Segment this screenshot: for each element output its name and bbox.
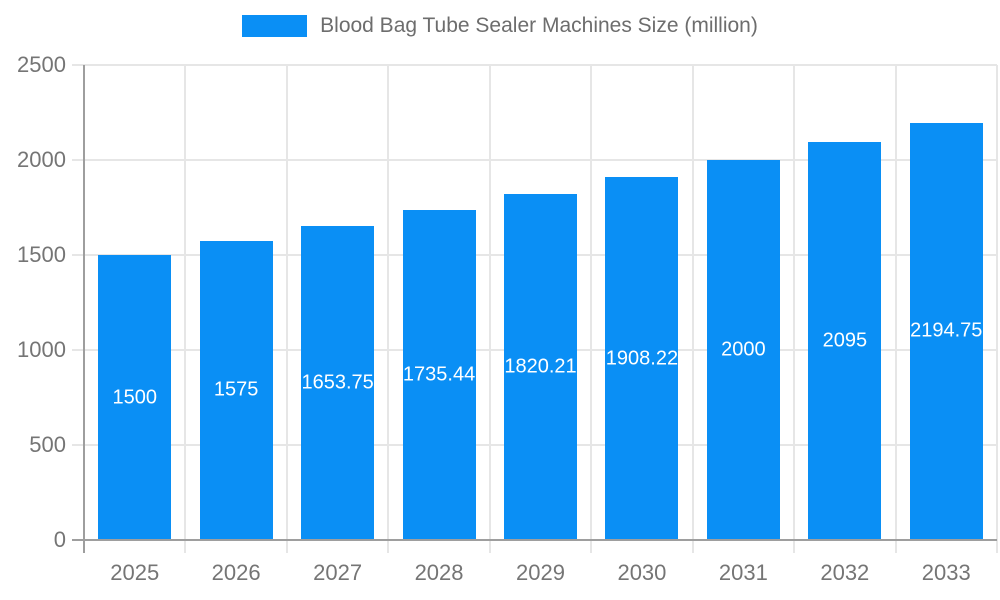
bar-2028[interactable] <box>402 210 476 539</box>
bar-2032[interactable] <box>808 141 882 539</box>
y-tick-label: 2500 <box>17 52 66 77</box>
x-tick-label: 2028 <box>414 560 464 585</box>
gridline-v <box>184 65 187 553</box>
x-tick-label: 2032 <box>820 560 870 585</box>
bar-2027[interactable] <box>301 225 375 539</box>
gridline-h <box>72 64 997 66</box>
gridline-v <box>996 65 998 553</box>
legend-swatch <box>242 15 308 37</box>
bar-value-label: 1908.22 <box>605 347 679 370</box>
bar-2033[interactable] <box>909 122 983 539</box>
x-tick-label: 2029 <box>516 560 565 585</box>
x-tick-label: 2026 <box>211 560 261 585</box>
bar-2025[interactable] <box>98 255 172 539</box>
gridline-v <box>691 65 694 553</box>
bar-2026[interactable] <box>199 240 273 539</box>
y-tick-label: 0 <box>53 527 66 552</box>
y-tick-label: 1500 <box>17 242 66 267</box>
bar-2031[interactable] <box>706 160 780 539</box>
x-tick-label: 2033 <box>921 560 971 585</box>
bar-value-label: 2095 <box>822 329 868 352</box>
legend-label: Blood Bag Tube Sealer Machines Size (mil… <box>320 14 758 37</box>
y-tick-label: 1000 <box>17 337 66 362</box>
bar-value-label: 2194.75 <box>910 319 983 342</box>
gridline-v <box>387 65 390 553</box>
gridline-v <box>285 65 288 553</box>
gridline-v <box>488 65 491 553</box>
bar-2030[interactable] <box>605 177 679 539</box>
bar-value-label: 1735.44 <box>402 363 476 386</box>
bar-value-label: 1575 <box>213 378 259 401</box>
bar-value-label: 1653.75 <box>301 371 374 394</box>
bar-value-label: 2000 <box>721 338 766 361</box>
gridline-v <box>590 65 593 553</box>
gridline-v <box>894 65 897 553</box>
gridline-v <box>793 65 796 553</box>
y-tick-label: 500 <box>29 432 66 457</box>
y-axis-line <box>83 65 85 553</box>
legend: Blood Bag Tube Sealer Machines Size (mil… <box>0 14 1000 38</box>
x-tick-label: 2027 <box>313 560 363 585</box>
x-axis-baseline <box>72 539 997 541</box>
x-tick-label: 2025 <box>110 560 160 585</box>
gridline-h <box>72 159 997 161</box>
x-tick-label: 2030 <box>617 560 667 585</box>
bar-2029[interactable] <box>504 194 577 539</box>
bar-value-label: 1500 <box>112 386 157 408</box>
y-tick-label: 2000 <box>17 147 66 172</box>
x-tick-label: 2031 <box>718 560 768 585</box>
bar-value-label: 1820.21 <box>504 355 577 378</box>
